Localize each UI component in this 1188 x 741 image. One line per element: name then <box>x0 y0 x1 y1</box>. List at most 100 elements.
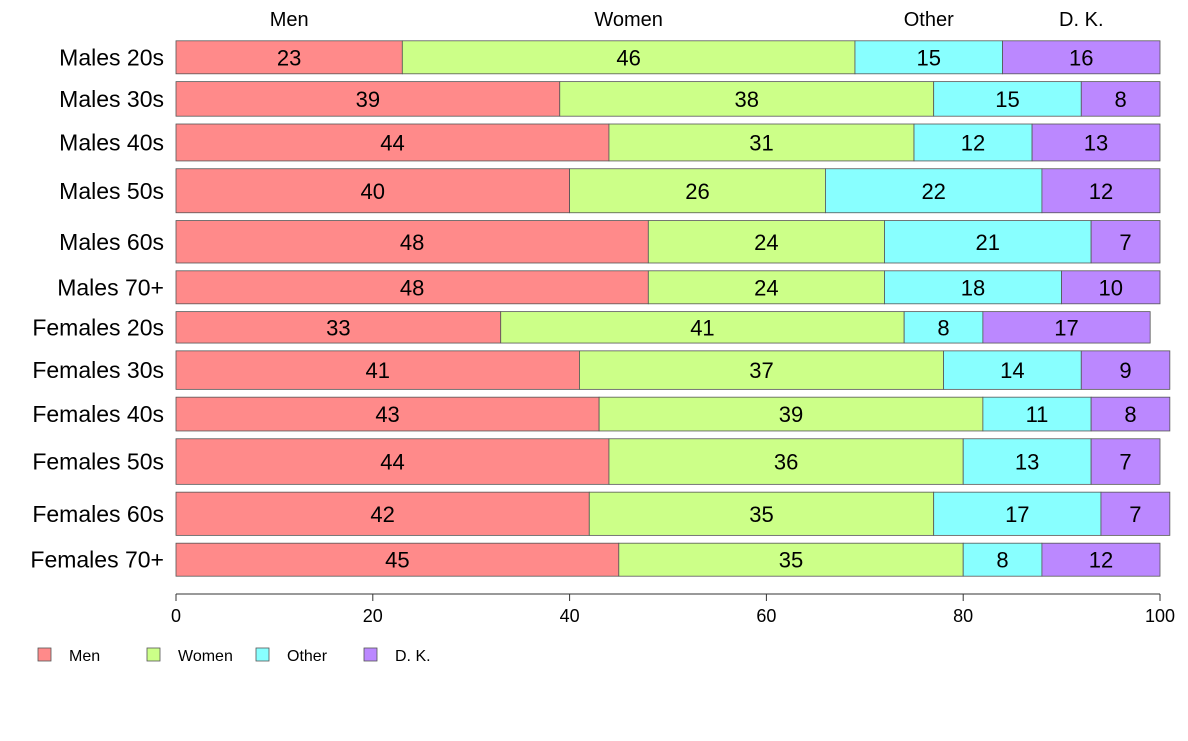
bar-segment <box>175 542 620 577</box>
data-label: 38 <box>734 87 758 112</box>
bar-segment <box>608 438 964 485</box>
bar-segment <box>943 350 1082 390</box>
category-label: Males 50s <box>59 178 164 204</box>
data-label: 40 <box>361 179 385 204</box>
data-label: 37 <box>749 358 773 383</box>
bar-segment <box>1041 168 1161 214</box>
x-tick-label: 20 <box>363 606 383 626</box>
data-label: 17 <box>1054 315 1078 340</box>
data-label: 39 <box>779 402 803 427</box>
bar-segment <box>1002 40 1161 75</box>
column-header-label: Men <box>270 9 309 31</box>
data-label: 8 <box>937 315 949 340</box>
data-label: 16 <box>1069 45 1093 70</box>
data-label: 15 <box>995 87 1019 112</box>
data-label: 41 <box>365 358 389 383</box>
legend-swatch <box>255 647 270 662</box>
data-label: 24 <box>754 230 778 255</box>
bar-segment <box>588 491 935 536</box>
data-label: 12 <box>961 130 985 155</box>
data-label: 15 <box>917 45 941 70</box>
data-label: 13 <box>1015 450 1039 475</box>
bar-segment <box>175 40 403 75</box>
bar-segment <box>825 168 1043 214</box>
column-header-label: Other <box>904 9 954 31</box>
category-label: Males 60s <box>59 229 164 255</box>
column-header-label: Women <box>594 9 663 31</box>
x-tick-label: 0 <box>171 606 181 626</box>
bar-segment <box>175 491 590 536</box>
data-label: 8 <box>1115 87 1127 112</box>
bar-segment <box>884 220 1092 264</box>
data-label: 7 <box>1129 502 1141 527</box>
data-label: 35 <box>749 502 773 527</box>
data-label: 21 <box>976 230 1000 255</box>
category-label: Males 20s <box>59 44 164 70</box>
x-tick-label: 80 <box>953 606 973 626</box>
bar-segment <box>175 123 610 162</box>
legend-swatch <box>363 647 378 662</box>
data-label: 13 <box>1084 130 1108 155</box>
bar-segment <box>175 350 580 390</box>
bar-segment <box>1090 396 1171 432</box>
data-label: 39 <box>356 87 380 112</box>
data-label: 44 <box>380 130 404 155</box>
bar-segment <box>559 81 935 117</box>
data-label: 7 <box>1119 450 1131 475</box>
bar-segment <box>854 40 1003 75</box>
bar-segment <box>1100 491 1171 536</box>
bar-segment <box>884 270 1062 305</box>
category-label: Males 30s <box>59 86 164 112</box>
data-label: 35 <box>779 548 803 573</box>
bar-segment <box>1031 123 1161 162</box>
bar-segment <box>1090 220 1161 264</box>
data-label: 18 <box>961 275 985 300</box>
data-label: 8 <box>996 548 1008 573</box>
legend-label: Men <box>69 648 100 665</box>
category-label: Females 60s <box>32 501 164 527</box>
data-label: 46 <box>616 45 640 70</box>
category-label: Females 50s <box>32 449 164 475</box>
data-label: 17 <box>1005 502 1029 527</box>
data-label: 31 <box>749 130 773 155</box>
data-label: 7 <box>1119 230 1131 255</box>
x-tick-label: 40 <box>560 606 580 626</box>
category-label: Females 30s <box>32 357 164 383</box>
data-label: 8 <box>1124 402 1136 427</box>
bar-segment <box>598 396 984 432</box>
bar-segment <box>1090 438 1161 485</box>
bar-segment <box>982 311 1151 344</box>
data-label: 41 <box>690 315 714 340</box>
data-label: 42 <box>370 502 394 527</box>
data-label: 24 <box>754 275 778 300</box>
data-label: 14 <box>1000 358 1024 383</box>
category-label: Females 20s <box>32 314 164 340</box>
bar-segment <box>175 311 502 344</box>
bar-segment <box>618 542 964 577</box>
bar-segment <box>647 270 885 305</box>
data-label: 36 <box>774 450 798 475</box>
data-label: 12 <box>1089 179 1113 204</box>
legend-swatch <box>37 647 52 662</box>
data-label: 9 <box>1119 358 1131 383</box>
category-label: Males 40s <box>59 129 164 155</box>
category-label: Males 70+ <box>57 274 164 300</box>
legend-swatch <box>146 647 161 662</box>
data-label: 12 <box>1089 548 1113 573</box>
bar-segment <box>933 491 1102 536</box>
data-label: 33 <box>326 315 350 340</box>
data-label: 48 <box>400 230 424 255</box>
bar-segment <box>569 168 826 214</box>
legend-label: D. K. <box>395 648 431 665</box>
bar-segment <box>962 542 1043 577</box>
category-label: Females 40s <box>32 401 164 427</box>
data-label: 11 <box>1026 402 1049 427</box>
bar-segment <box>903 311 984 344</box>
bar-segment <box>962 438 1092 485</box>
bar-segment <box>175 81 561 117</box>
bar-segment <box>1061 270 1161 305</box>
bar-segment <box>1080 350 1171 390</box>
category-label: Females 70+ <box>30 547 164 573</box>
legend-label: Women <box>178 648 233 665</box>
